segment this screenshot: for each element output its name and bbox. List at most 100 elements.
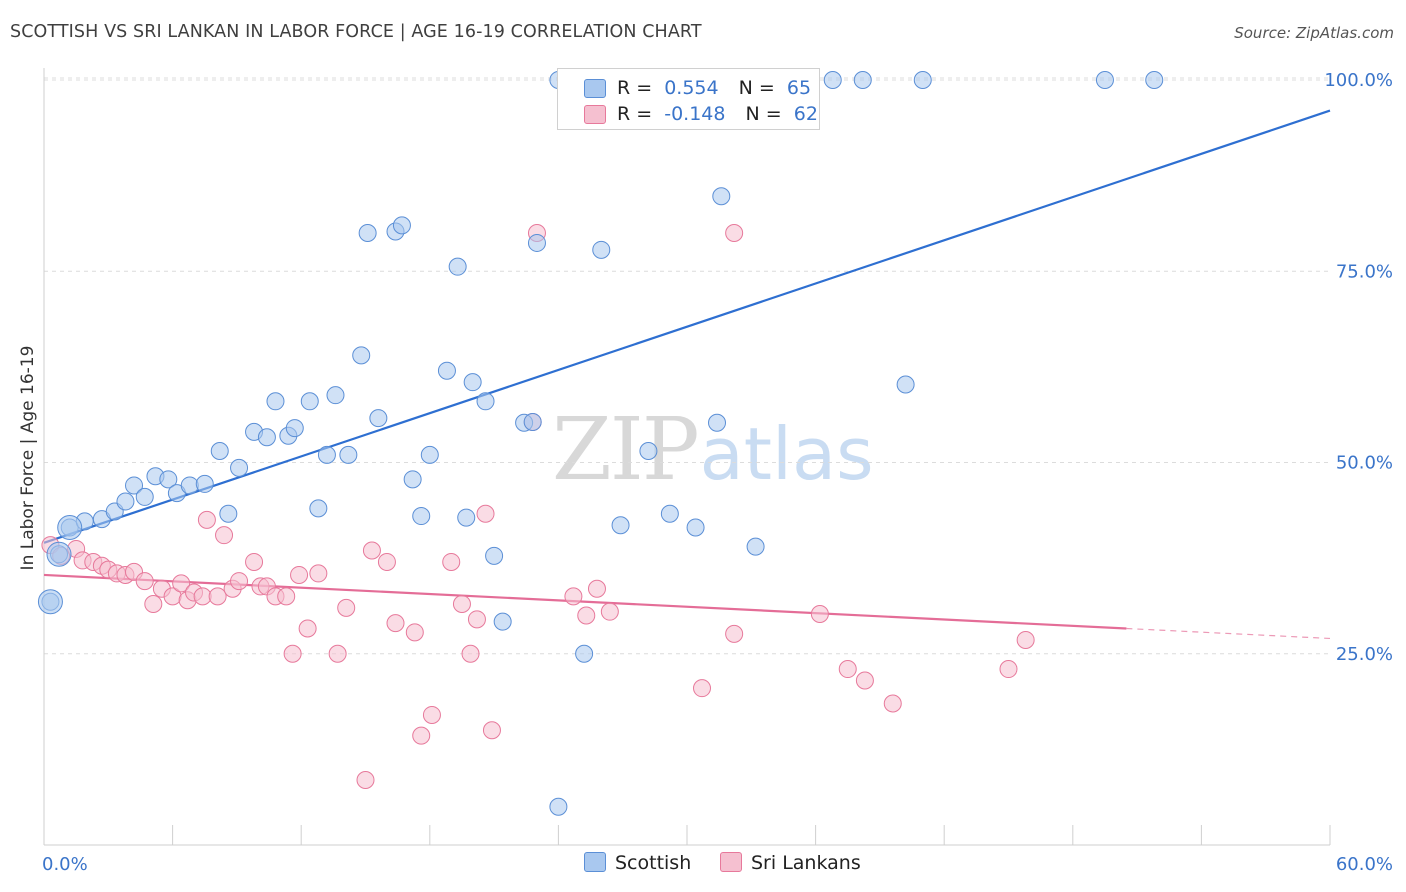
point-sri-lankans	[725, 624, 744, 643]
point-sri-lankans	[309, 564, 328, 583]
point-sri-lankans	[577, 606, 596, 625]
point-scottish	[317, 445, 336, 464]
point-scottish	[639, 442, 658, 461]
point-scottish	[463, 373, 482, 392]
y-tick-label: 25.0%	[1336, 644, 1393, 665]
point-sri-lankans	[386, 614, 405, 633]
point-sri-lankans	[277, 587, 296, 606]
point-scottish	[493, 612, 512, 631]
point-scottish	[476, 392, 495, 411]
x-tick-label: 0.0%	[42, 854, 88, 875]
point-scottish	[660, 504, 679, 523]
point-scottish	[230, 458, 249, 477]
point-scottish	[285, 419, 304, 438]
r-value: -0.148	[664, 103, 726, 125]
point-scottish	[527, 233, 546, 252]
point-scottish	[358, 224, 377, 242]
legend-swatch-sri-lankans	[720, 852, 742, 872]
point-scottish	[339, 445, 358, 464]
point-sri-lankans	[245, 552, 264, 571]
y-tick-label: 50.0%	[1336, 453, 1393, 474]
point-scottish	[746, 537, 765, 556]
r-label: R =	[617, 77, 653, 99]
point-scottish	[125, 476, 144, 495]
point-sri-lankans	[412, 726, 431, 745]
point-sri-lankans	[422, 705, 441, 724]
point-scottish	[575, 644, 594, 663]
point-scottish	[896, 375, 915, 394]
legend-item-scottish[interactable]: Scottish	[584, 852, 691, 874]
point-scottish	[412, 507, 431, 526]
point-sri-lankans	[838, 660, 857, 679]
source-label: Source: ZipAtlas.com	[1234, 24, 1394, 42]
point-sri-lankans	[461, 644, 480, 663]
point-scottish	[523, 412, 542, 431]
point-scottish	[180, 476, 199, 495]
point-scottish	[369, 409, 388, 428]
point-sri-lankans	[587, 579, 606, 598]
point-sri-lankans	[208, 587, 227, 606]
point-sri-lankans	[442, 552, 461, 571]
trend-line-sri-lankans	[43, 573, 1127, 630]
zipatlas-watermark: ZIPatlas	[552, 400, 874, 500]
tick-labels: 25.0% 50.0% 75.0% 100.0% 0.0% 60.0%	[42, 70, 1393, 875]
watermark-zip: ZIP	[552, 400, 700, 500]
point-scottish	[708, 413, 727, 432]
trend-line-scottish	[43, 109, 1331, 544]
point-scottish	[326, 386, 345, 405]
point-scottish	[46, 541, 72, 567]
point-sri-lankans	[693, 679, 712, 698]
point-sri-lankans	[482, 721, 501, 740]
point-sri-lankans	[377, 552, 396, 571]
point-sri-lankans	[810, 604, 829, 623]
n-label: N =	[745, 103, 782, 125]
n-label: N =	[738, 77, 775, 99]
point-scottish	[823, 71, 842, 89]
data-points	[37, 71, 1164, 816]
point-sri-lankans	[337, 598, 356, 617]
y-tick-label: 75.0%	[1336, 261, 1393, 282]
point-scottish	[485, 546, 504, 565]
point-scottish	[913, 71, 932, 89]
point-scottish	[219, 504, 238, 523]
point-sri-lankans	[197, 510, 216, 529]
point-scottish	[159, 470, 178, 489]
x-tick-label: 60.0%	[1336, 854, 1393, 875]
point-scottish	[309, 499, 328, 518]
point-scottish	[352, 346, 371, 365]
point-scottish	[403, 470, 422, 489]
point-scottish	[420, 445, 439, 464]
point-scottish	[257, 428, 276, 447]
point-sri-lankans	[362, 541, 381, 560]
point-sri-lankans	[283, 644, 302, 663]
legend-item-sri-lankans[interactable]: Sri Lankans	[720, 852, 861, 874]
chart-title: SCOTTISH VS SRI LANKAN IN LABOR FORCE | …	[10, 22, 702, 42]
n-value: 62	[793, 103, 818, 125]
point-sri-lankans	[855, 671, 874, 690]
point-sri-lankans	[135, 572, 154, 591]
point-sri-lankans	[144, 595, 163, 614]
point-sri-lankans	[172, 574, 191, 593]
legend-swatch-scottish	[584, 852, 606, 872]
point-scottish	[549, 797, 568, 816]
y-tick-label: 100.0%	[1324, 70, 1393, 91]
point-scottish	[195, 474, 214, 493]
point-scottish	[686, 518, 705, 537]
point-scottish	[437, 361, 456, 380]
grid-lines	[44, 77, 1330, 655]
legend-label-sri-lankans: Sri Lankans	[751, 852, 861, 874]
point-sri-lankans	[328, 644, 347, 663]
point-scottish	[57, 515, 83, 541]
point-scottish	[592, 240, 611, 259]
point-scottish	[37, 589, 63, 615]
point-sri-lankans	[476, 504, 495, 523]
point-sri-lankans	[290, 565, 309, 584]
watermark-atlas: atlas	[699, 412, 874, 496]
point-sri-lankans	[452, 595, 471, 614]
point-sri-lankans	[356, 770, 375, 789]
point-sri-lankans	[1016, 630, 1035, 649]
point-scottish	[448, 257, 467, 276]
point-sri-lankans	[725, 224, 744, 242]
point-scottish	[116, 492, 135, 511]
